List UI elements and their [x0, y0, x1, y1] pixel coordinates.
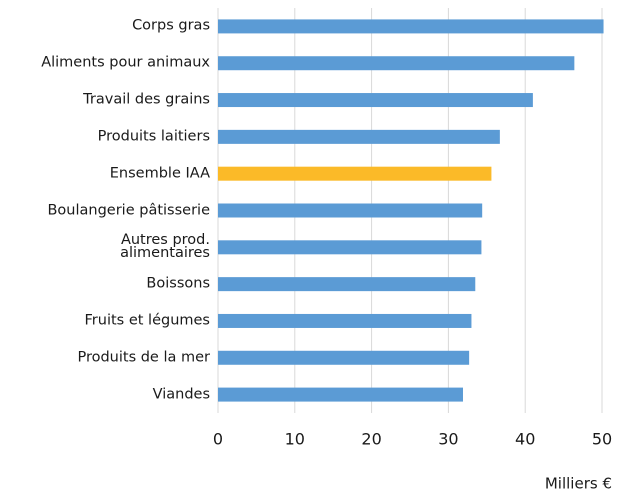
- x-axis-label: Milliers €: [545, 475, 612, 493]
- x-tick-label: 30: [438, 430, 458, 449]
- bar: [218, 350, 470, 365]
- y-tick-label: Fruits et légumes: [84, 312, 210, 329]
- bar: [218, 240, 482, 255]
- bar: [218, 56, 575, 71]
- x-tick-label: 50: [592, 430, 612, 449]
- y-tick-label: Boulangerie pâtisserie: [47, 202, 210, 218]
- y-tick-label: Produits de la mer: [77, 349, 210, 366]
- y-tick-label: Ensemble IAA: [109, 165, 210, 182]
- x-tick-label: 10: [285, 430, 305, 449]
- y-tick-label: Boissons: [146, 275, 210, 292]
- y-tick-label: Corps gras: [132, 17, 210, 34]
- y-tick-label: Travail des grains: [83, 91, 210, 108]
- y-tick-label: Viandes: [152, 386, 210, 403]
- bar: [218, 277, 476, 292]
- y-tick-label: Aliments pour animaux: [41, 54, 210, 71]
- bar: [218, 19, 604, 34]
- y-tick-label: Autres prod. alimentaires: [120, 232, 210, 262]
- x-tick-label: 40: [515, 430, 535, 449]
- bar: [218, 387, 463, 402]
- bar: [218, 166, 492, 181]
- x-tick-label: 0: [213, 430, 223, 449]
- bar: [218, 313, 472, 328]
- y-tick-label: Produits laitiers: [97, 128, 210, 145]
- bar: [218, 93, 533, 108]
- x-tick-label: 20: [361, 430, 381, 449]
- bar: [218, 129, 500, 144]
- bar: [218, 203, 483, 218]
